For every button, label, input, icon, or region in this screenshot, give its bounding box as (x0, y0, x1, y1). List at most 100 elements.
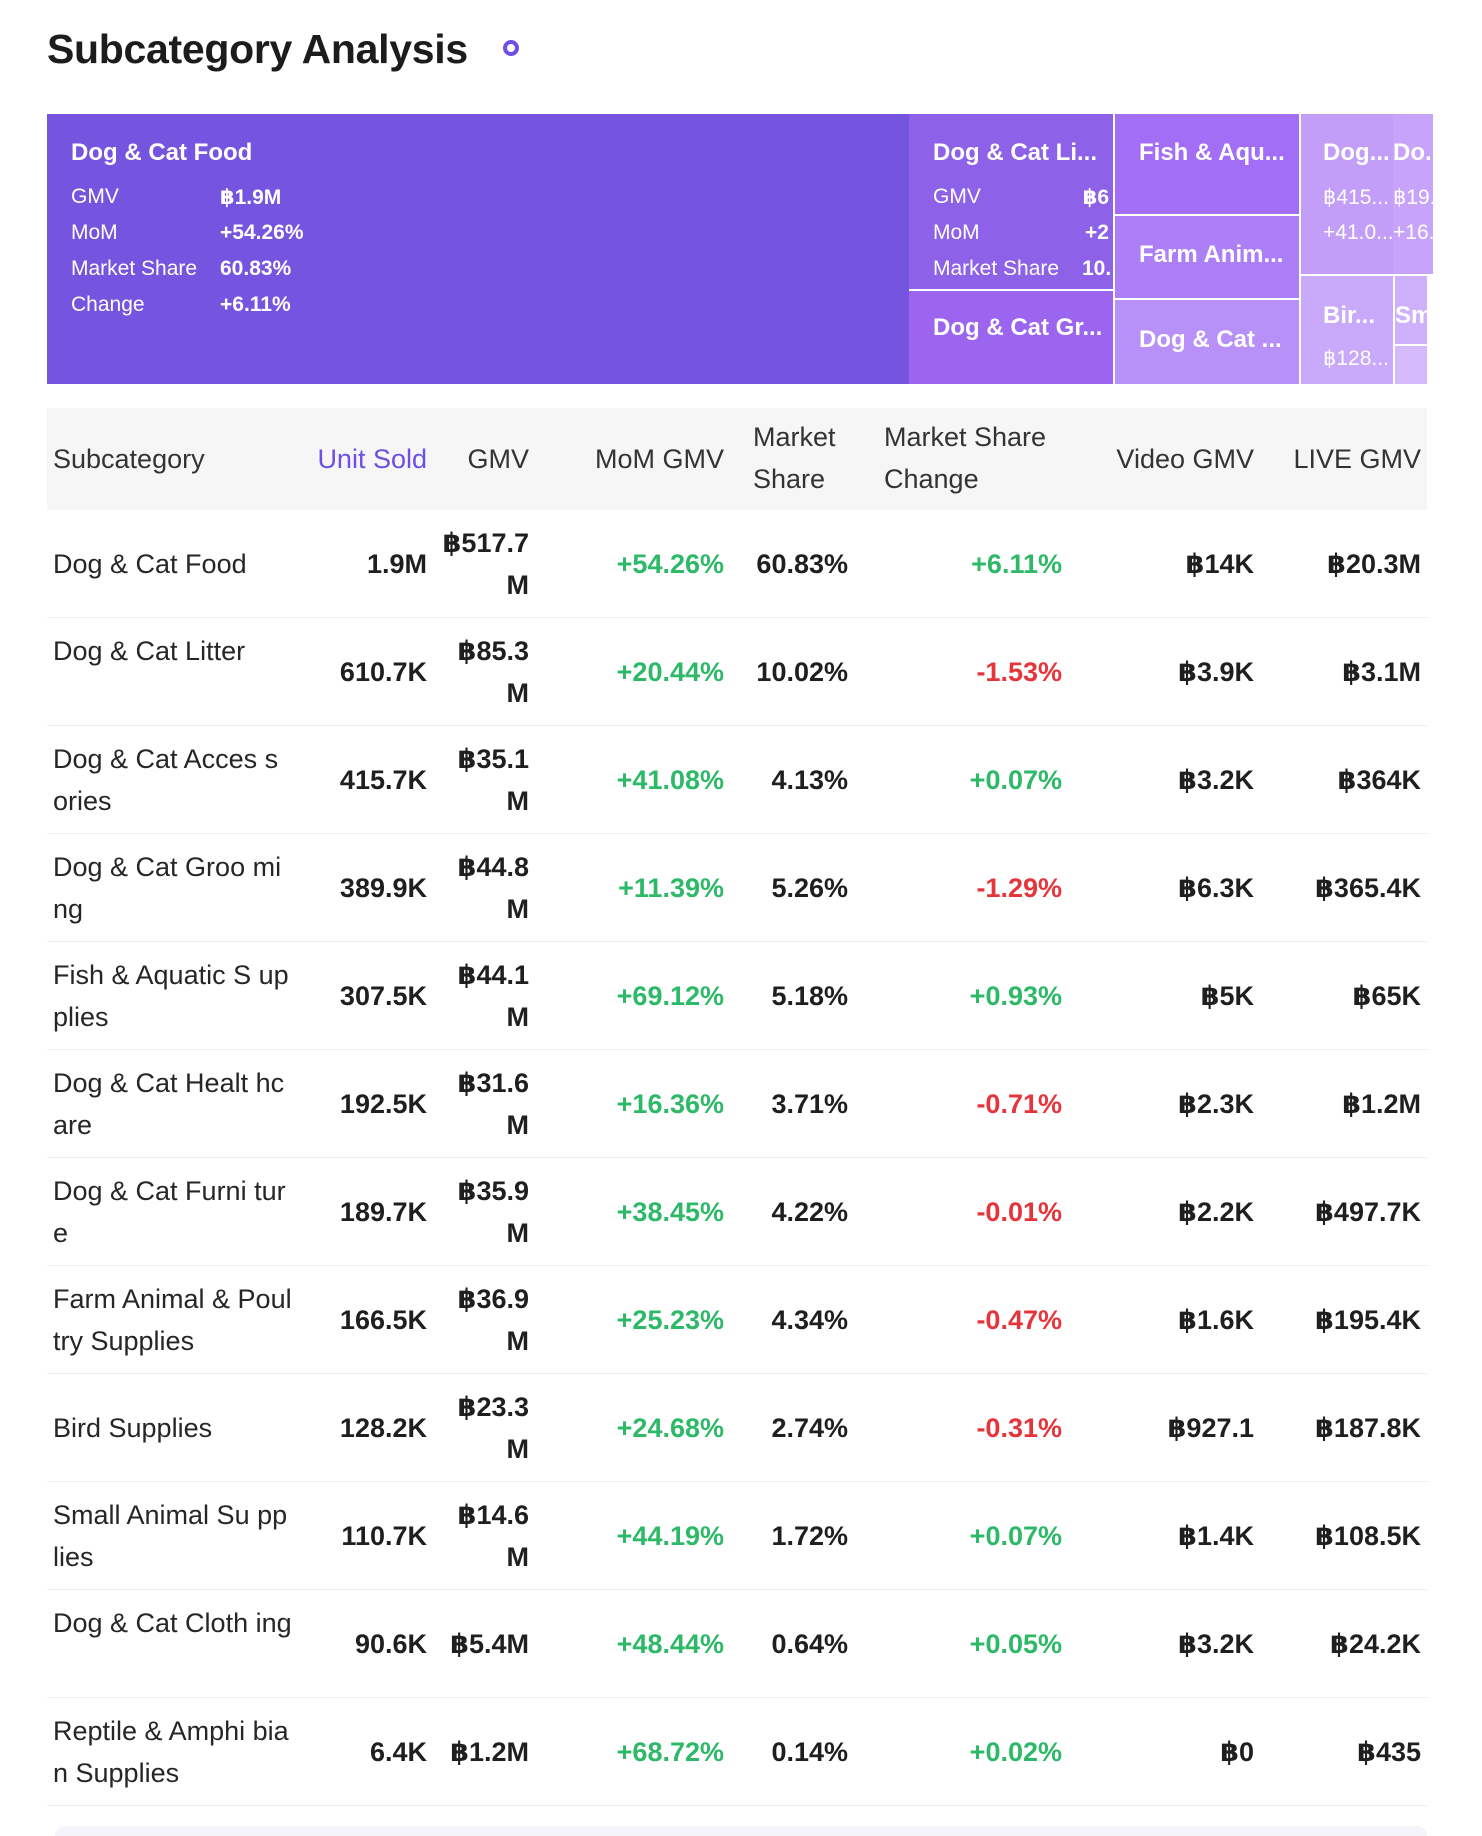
gmv-cell: ฿44.1 (457, 960, 529, 990)
gmv-cell-unit: M (506, 786, 530, 816)
gmv-cell-unit: M (506, 894, 530, 924)
market-share-change-cell: -1.29% (976, 873, 1062, 903)
tile-name: Dog & Cat Gr... (933, 314, 1103, 341)
tile-metric-value: ฿128... (1323, 347, 1389, 370)
header-gmv[interactable]: GMV (467, 444, 529, 474)
mom-gmv-cell: +11.39% (618, 873, 724, 903)
video-gmv-cell: ฿14K (1185, 549, 1254, 579)
market-share-change-cell: -1.53% (976, 657, 1062, 687)
table-row[interactable]: Dog & Cat Acces sories 415.7K ฿35.1 M +41.08… (47, 726, 1427, 834)
tile-name: Fish & Aqu... (1139, 139, 1285, 166)
table-row[interactable]: Dog & Cat Food 1.9M ฿517.7 M +54.26% 60.83% +6… (47, 510, 1427, 618)
table-row[interactable]: Dog & Cat Groo ming 389.9K ฿44.8 M +11.39% 5.… (47, 834, 1427, 942)
tile-metric-value: +6.11% (220, 293, 291, 316)
gmv-cell-unit: M (506, 678, 530, 708)
video-gmv-cell: ฿2.2K (1178, 1197, 1254, 1227)
table-row[interactable]: Small Animal Su pplies 110.7K ฿14.6 M +44.19… (47, 1482, 1427, 1590)
treemap-tile-dog-cat-healthcare-labels: Do... ฿19... +16.... (1393, 114, 1433, 274)
table-row[interactable]: Fish & Aquatic S upplies 307.5K ฿44.1 M +69.… (47, 942, 1427, 1050)
header-subcategory[interactable]: Subcategory (53, 444, 205, 474)
header-mom-gmv[interactable]: MoM GMV (594, 444, 724, 474)
tile-metric-label: Change (71, 293, 145, 316)
treemap-tile-bird[interactable]: Bir... ฿128... (1301, 276, 1393, 384)
market-share-cell: 0.64% (771, 1629, 848, 1659)
mom-gmv-cell: +69.12% (616, 981, 724, 1011)
market-share-change-cell: +0.93% (969, 981, 1062, 1011)
live-gmv-cell: ฿364K (1337, 765, 1421, 795)
market-share-change-cell: +0.07% (969, 1521, 1062, 1551)
header-unit-sold[interactable]: Unit Sold (317, 444, 427, 474)
gmv-cell: ฿35.9 (457, 1176, 529, 1206)
unit-sold-cell: 610.7K (339, 657, 427, 687)
header-ms-change-line1[interactable]: Market Share (884, 422, 1047, 452)
unit-sold-cell: 415.7K (339, 765, 427, 795)
video-gmv-cell: ฿927.1 (1167, 1413, 1254, 1443)
gmv-cell-unit: M (506, 570, 530, 600)
gmv-cell: ฿14.6 (457, 1500, 529, 1530)
treemap-tile-farm-animal[interactable]: Farm Anim... (1115, 216, 1299, 298)
treemap-tile-dog-cat-accessories[interactable]: Dog... ฿415... +41.0... (1301, 114, 1393, 274)
subcategory-name-cell: Bird Supplies (53, 1413, 213, 1443)
gmv-cell-unit: M (506, 1542, 530, 1572)
treemap-tile-dog-cat-other[interactable]: Dog & Cat ... (1115, 300, 1299, 384)
header-ms-change-line2[interactable]: Change (884, 464, 979, 494)
mom-gmv-cell: +38.45% (616, 1197, 724, 1227)
gmv-cell: ฿36.9 (457, 1284, 529, 1314)
gmv-cell-unit: M (506, 1110, 530, 1140)
live-gmv-cell: ฿187.8K (1315, 1413, 1421, 1443)
tile-metric-value: 10. (1082, 257, 1112, 280)
table-row[interactable]: Dog & Cat Litter 610.7K ฿85.3 M +20.44% 10.02… (47, 618, 1427, 726)
live-gmv-cell: ฿1.2M (1342, 1089, 1421, 1119)
table-row[interactable]: Dog & Cat Furni ture 189.7K ฿35.9 M +38.45% 4… (47, 1158, 1427, 1266)
table-row[interactable]: Bird Supplies 128.2K ฿23.3 M +24.68% 2.74% -0.… (47, 1374, 1427, 1482)
market-share-cell: 4.22% (771, 1197, 848, 1227)
header-video-gmv[interactable]: Video GMV (1116, 444, 1254, 474)
unit-sold-cell: 189.7K (339, 1197, 427, 1227)
market-share-cell: 10.02% (756, 657, 848, 687)
market-share-change-cell: -0.47% (976, 1305, 1062, 1335)
gmv-cell: ฿517.7 (442, 528, 529, 558)
subcategory-treemap: Dog & Cat Food GMV ฿1.9M MoM +54.26% Mar… (47, 114, 1433, 384)
tile-metric-label: Market Share (71, 257, 198, 280)
treemap-tile-misc[interactable] (1395, 346, 1427, 384)
tile-metric-value: +2 (1085, 221, 1109, 244)
tile-metric-value: 60.83% (220, 257, 292, 280)
tile-metric-label: Market Share (933, 257, 1060, 280)
subcategory-name-cell: Fish & Aquatic S upplies (53, 960, 289, 1032)
video-gmv-cell: ฿3.2K (1178, 1629, 1254, 1659)
market-share-cell: 60.83% (756, 549, 848, 579)
subcategory-name-cell: Dog & Cat Furni ture (53, 1176, 286, 1248)
treemap-tile-dog-cat-litter[interactable]: Dog & Cat Li... GMV ฿6 MoM +2 Market Sha… (909, 114, 1113, 289)
tile-name: Sm... (1395, 302, 1427, 329)
treemap-tile-fish-aquatic[interactable]: Fish & Aqu... (1115, 114, 1299, 214)
market-share-cell: 2.74% (771, 1413, 848, 1443)
table-row[interactable]: Dog & Cat Cloth ing 90.6K ฿5.4M +48.44% 0.64… (47, 1590, 1427, 1698)
table-row[interactable]: Reptile & Amphi bian Supplies 6.4K ฿1.2M +6… (47, 1698, 1427, 1806)
tile-metric-value: ฿6 (1082, 186, 1109, 209)
gmv-cell: ฿31.6 (457, 1068, 529, 1098)
table-row[interactable]: Dog & Cat Healt hcare 192.5K ฿31.6 M +16.36%… (47, 1050, 1427, 1158)
header-live-gmv[interactable]: LIVE GMV (1293, 444, 1421, 474)
live-gmv-cell: ฿365.4K (1315, 873, 1421, 903)
treemap-tile-dog-cat-food[interactable]: Dog & Cat Food GMV ฿1.9M MoM +54.26% Mar… (47, 114, 909, 384)
gmv-cell: ฿5.4M (450, 1629, 529, 1659)
header-market-share-line1[interactable]: Market (753, 422, 836, 452)
header-market-share-line2[interactable]: Share (753, 464, 826, 494)
treemap-tile-small-animal[interactable]: Sm... (1395, 276, 1427, 344)
live-gmv-cell: ฿24.2K (1330, 1629, 1421, 1659)
video-gmv-cell: ฿6.3K (1178, 873, 1254, 903)
market-share-cell: 1.72% (771, 1521, 848, 1551)
help-icon[interactable] (503, 40, 519, 56)
live-gmv-cell: ฿195.4K (1315, 1305, 1421, 1335)
table-row[interactable]: Farm Animal & Poultry Supplies 166.5K ฿36.… (47, 1266, 1427, 1374)
mom-gmv-cell: +20.44% (616, 657, 724, 687)
gmv-cell: ฿23.3 (457, 1392, 529, 1422)
market-share-cell: 4.13% (771, 765, 848, 795)
market-share-cell: 0.14% (771, 1737, 848, 1767)
market-share-change-cell: +6.11% (971, 549, 1062, 579)
bottom-panel-edge (55, 1826, 1427, 1836)
market-share-change-cell: -0.71% (976, 1089, 1062, 1119)
tile-metric-value: ฿19... (1393, 186, 1433, 209)
tile-metric-label: MoM (933, 221, 980, 244)
treemap-tile-dog-cat-grooming[interactable]: Dog & Cat Gr... (909, 291, 1113, 384)
